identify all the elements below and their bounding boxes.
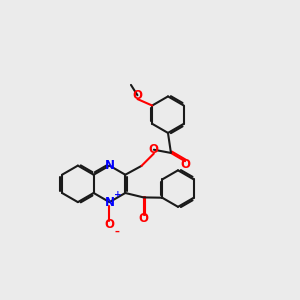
Text: O: O [139, 212, 148, 225]
Text: O: O [104, 218, 115, 231]
Text: +: + [114, 190, 122, 199]
Text: O: O [133, 89, 142, 102]
Text: N: N [104, 159, 115, 172]
Text: O: O [149, 143, 159, 157]
Text: N: N [104, 196, 115, 208]
Text: O: O [180, 158, 190, 171]
Text: –: – [114, 226, 119, 237]
